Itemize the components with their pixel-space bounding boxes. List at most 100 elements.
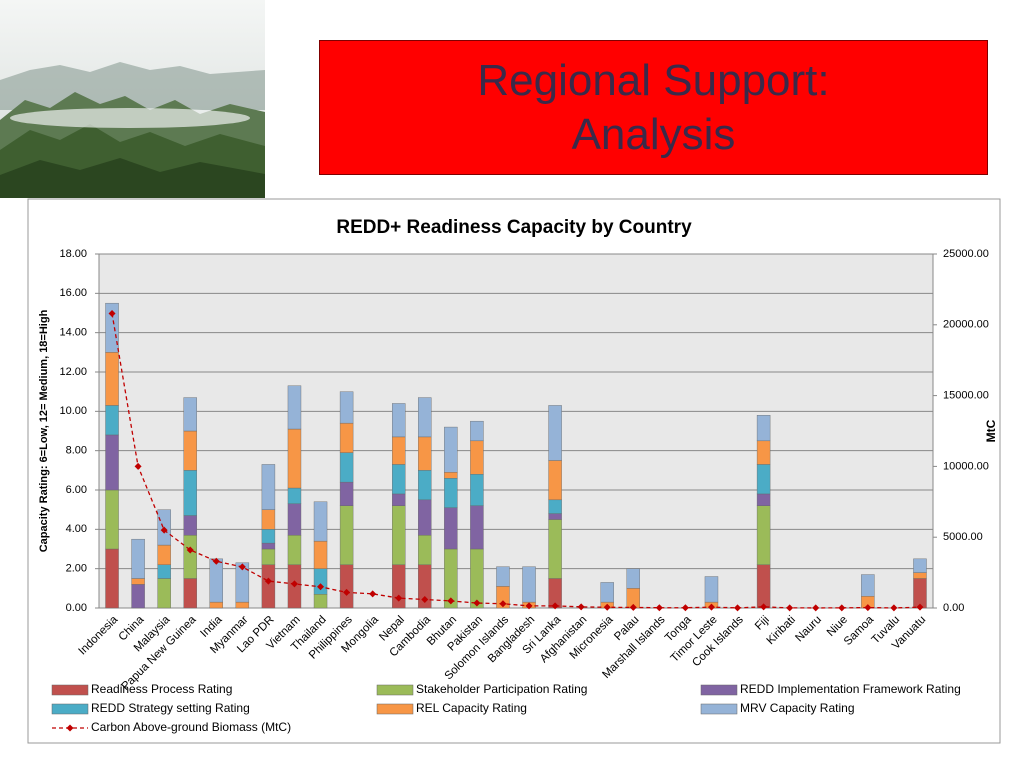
bar-segment [287,385,302,430]
line-marker [473,599,481,607]
bar-segment [392,436,406,465]
legend-label: MRV Capacity Rating [740,701,855,715]
bar-segment [261,464,276,510]
bar-segment [287,428,302,489]
line-marker [343,588,351,596]
x-tick-label: Papua New Guinea [119,613,198,692]
x-tick-label: Afghanistan [538,614,589,665]
x-tick-label: Micronesia [568,613,616,661]
bar-segment [913,558,927,573]
y-tick-label: 10.00 [59,405,87,417]
bar-segment [157,564,171,579]
line-marker [812,604,820,612]
bar-segment [444,507,458,550]
bar-segment [287,487,302,504]
bar-segment [548,519,562,579]
bar-segment [756,440,771,465]
y-tick-label: 2.00 [66,563,87,575]
bar-segment [470,440,484,475]
line-marker [134,462,142,470]
bar-segment [261,564,276,609]
x-tick-label: Fiji [753,614,772,633]
bar-segment [131,584,145,609]
legend-swatch [376,703,414,715]
bar-segment [470,474,484,506]
bar-segment [235,601,250,609]
bar-segment [913,572,927,579]
y2-tick-label: 0.00 [943,602,964,614]
bar-segment [339,391,354,424]
chart-title: REDD+ Readiness Capacity by Country [336,217,692,238]
line-marker [603,603,611,611]
bar-segment [261,509,276,530]
x-tick-label: Solomon Islands [443,614,512,683]
bar-segment [418,436,432,471]
legend-label: REDD Strategy setting Rating [91,701,250,715]
line-marker [890,604,898,612]
bar-segment [105,352,119,406]
x-tick-label: Kiribati [765,614,798,647]
line-marker [108,309,116,317]
bar-segment [261,548,276,565]
x-tick-label: Tonga [663,613,694,644]
bar-segment [704,601,719,609]
legend-label: Carbon Above-ground Biomass (MtC) [91,720,291,734]
bar-segment [548,405,562,461]
legend-swatch [700,703,738,715]
y-tick-label: 16.00 [59,287,87,299]
bar-segment [157,509,171,546]
x-tick-label: Bhutan [425,614,459,648]
bar-segment [522,566,536,603]
x-tick-label: Vanuatu [890,614,928,652]
bar-segment [261,542,276,550]
x-tick-label: Pakistan [445,614,485,654]
line-marker [760,603,768,611]
bar-segment [339,422,354,453]
landscape-photo [0,0,265,198]
line-marker [629,603,637,611]
bar-segment [157,578,171,609]
line-marker [734,604,742,612]
x-tick-label: China [117,613,147,643]
line-marker [421,596,429,604]
y-tick-label: 18.00 [59,248,87,260]
bar-segment [548,499,562,514]
legend-swatch [700,684,738,696]
bar-segment [444,426,458,473]
line-marker [707,603,715,611]
bar-segment [756,564,771,609]
bar-segment [522,601,536,609]
bar-segment [392,493,406,506]
bar-segment [756,415,771,442]
bar-segment [209,558,223,603]
bar-segment [313,568,328,595]
bar-segment [470,420,484,442]
legend-label: REL Capacity Rating [416,701,527,715]
line-series [111,313,920,609]
bar-segment [313,594,328,609]
bar-segment [392,505,406,565]
legend-swatch [51,703,89,715]
bar-segment [913,578,927,609]
bar-segment [548,578,562,609]
line-marker [577,603,585,611]
x-tick-label: Thailand [289,614,329,654]
bar-segment [861,574,875,597]
bar-segment [105,489,119,550]
y-tick-label: 12.00 [59,366,87,378]
title-box: Regional Support: Analysis [319,40,988,175]
bar-segment [287,535,302,565]
y2-axis-label: MtC [984,419,998,442]
y2-tick-label: 20000.00 [943,319,989,331]
bar-segment [861,596,875,609]
bar-segment [339,452,354,483]
line-marker [212,557,220,565]
bar-segment [105,405,119,436]
bar-segment [548,513,562,520]
bar-segment [287,564,302,609]
line-marker [317,583,325,591]
y2-tick-label: 5000.00 [943,531,983,543]
x-tick-label: Samoa [842,613,877,648]
y-tick-label: 14.00 [59,327,87,339]
y-tick-label: 4.00 [66,523,87,535]
